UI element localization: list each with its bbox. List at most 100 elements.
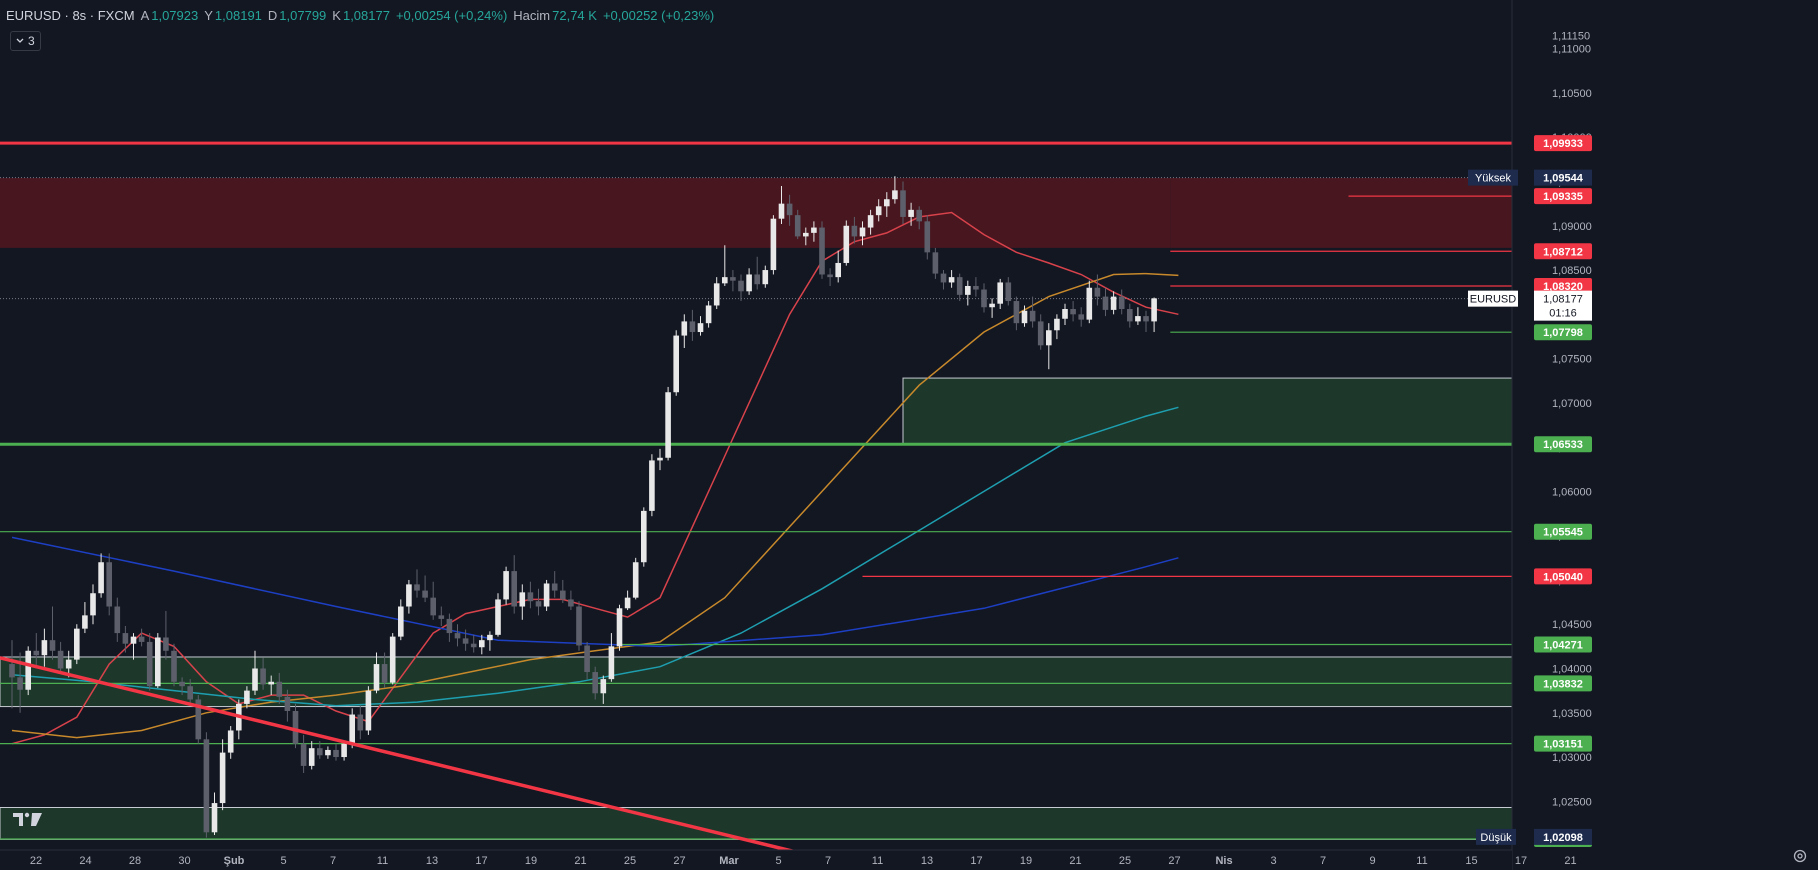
symbol-title[interactable]: EURUSD · 8s · FXCM	[6, 8, 135, 23]
open-value: 1,07923	[151, 8, 199, 23]
time-tick-label: 28	[129, 855, 141, 867]
candle-body	[1102, 296, 1109, 310]
candle-body	[1078, 314, 1084, 320]
candle-body	[244, 690, 250, 704]
time-tick-label: 19	[1020, 855, 1032, 867]
close-label: K	[332, 8, 341, 23]
candle	[300, 734, 307, 773]
candle-body	[835, 262, 841, 278]
price-tick-label: 1,11150	[1552, 30, 1590, 42]
candle	[317, 741, 323, 759]
time-tick-label: 13	[921, 855, 933, 867]
level-price-badge	[1534, 188, 1592, 205]
low-value-label: 1,02098	[1543, 832, 1583, 844]
time-tick-label: 7	[825, 855, 831, 867]
high-value-badge	[1534, 169, 1592, 186]
candle	[843, 220, 850, 266]
candle	[146, 633, 153, 691]
candle	[600, 675, 607, 704]
time-tick-label: 11	[1416, 855, 1427, 867]
candle	[940, 270, 947, 290]
time-tick-label: 7	[1320, 855, 1326, 867]
candle-body	[803, 232, 809, 237]
candle-body	[746, 274, 752, 292]
candle	[973, 277, 979, 297]
candle	[794, 209, 801, 240]
time-tick-label: 13	[426, 855, 438, 867]
candle	[155, 633, 161, 688]
candle-body	[956, 277, 963, 295]
candle-body	[754, 274, 760, 285]
candle-body	[1151, 298, 1157, 322]
candle	[689, 309, 696, 341]
candle-body	[495, 599, 501, 635]
candle-body	[1005, 282, 1012, 302]
time-tick-label: 5	[775, 855, 781, 867]
level-price-label: 1,06533	[1543, 439, 1583, 451]
moving-average-line	[11, 536, 1179, 648]
time-tick-label: 3	[1270, 855, 1276, 867]
candle-body	[859, 227, 866, 237]
volume-label: Hacim	[513, 8, 551, 23]
time-tick-label: 15	[1465, 855, 1477, 867]
candle-body	[98, 562, 104, 594]
candle	[713, 277, 720, 310]
candle	[422, 575, 428, 603]
candle	[203, 732, 210, 838]
candle-body	[163, 637, 169, 651]
candle	[511, 555, 517, 614]
candle-body	[438, 615, 445, 619]
candle	[373, 652, 380, 694]
gear-icon[interactable]	[1792, 848, 1808, 864]
symbol-tag-label: EURUSD	[1470, 294, 1517, 306]
candle-body	[527, 592, 534, 602]
candle-body	[657, 457, 663, 461]
candle	[1029, 296, 1036, 328]
candle-body	[252, 668, 258, 691]
candle-body	[884, 199, 890, 207]
volume-value: 72,74 K	[552, 8, 597, 23]
candle	[1110, 291, 1117, 315]
candle-body	[519, 592, 526, 607]
candle-body	[794, 215, 801, 237]
zone-red	[1170, 177, 1512, 248]
candle-body	[1062, 309, 1068, 319]
indicators-toggle-button[interactable]: 3	[10, 31, 41, 51]
candle-body	[187, 686, 193, 700]
candle	[57, 641, 64, 673]
zone-red	[0, 177, 1171, 248]
symbol-legend: EURUSD · 8s · FXCM A 1,07923 Y 1,08191 D 1,…	[6, 8, 714, 23]
candle	[114, 597, 121, 642]
candle	[430, 581, 436, 620]
candle	[487, 631, 493, 651]
candle	[859, 221, 866, 246]
candle	[705, 301, 712, 328]
moving-average-line	[11, 211, 1179, 745]
price-tick-label: 1,03500	[1552, 708, 1592, 720]
candle-body	[284, 696, 291, 711]
candle	[1086, 280, 1093, 324]
time-tick-label: Nis	[1215, 855, 1232, 867]
time-tick-label: 7	[330, 855, 336, 867]
candle	[649, 454, 655, 517]
candle	[138, 628, 145, 647]
candle	[641, 507, 647, 567]
candle	[884, 192, 890, 217]
candle-body	[511, 571, 517, 607]
candle	[519, 584, 526, 620]
level-price-badge	[1534, 735, 1592, 752]
candle-body	[462, 638, 469, 644]
candle-body	[49, 640, 56, 651]
candle-body	[722, 277, 728, 284]
candle-body	[25, 650, 31, 690]
candle-body	[916, 209, 922, 222]
time-tick-label: 21	[574, 855, 586, 867]
candle	[414, 569, 420, 598]
candle-body	[487, 634, 493, 641]
candle	[762, 265, 769, 288]
candle-body	[1054, 318, 1060, 331]
candle-body	[673, 335, 679, 393]
candle-body	[689, 321, 696, 333]
candle-body	[1070, 309, 1076, 315]
